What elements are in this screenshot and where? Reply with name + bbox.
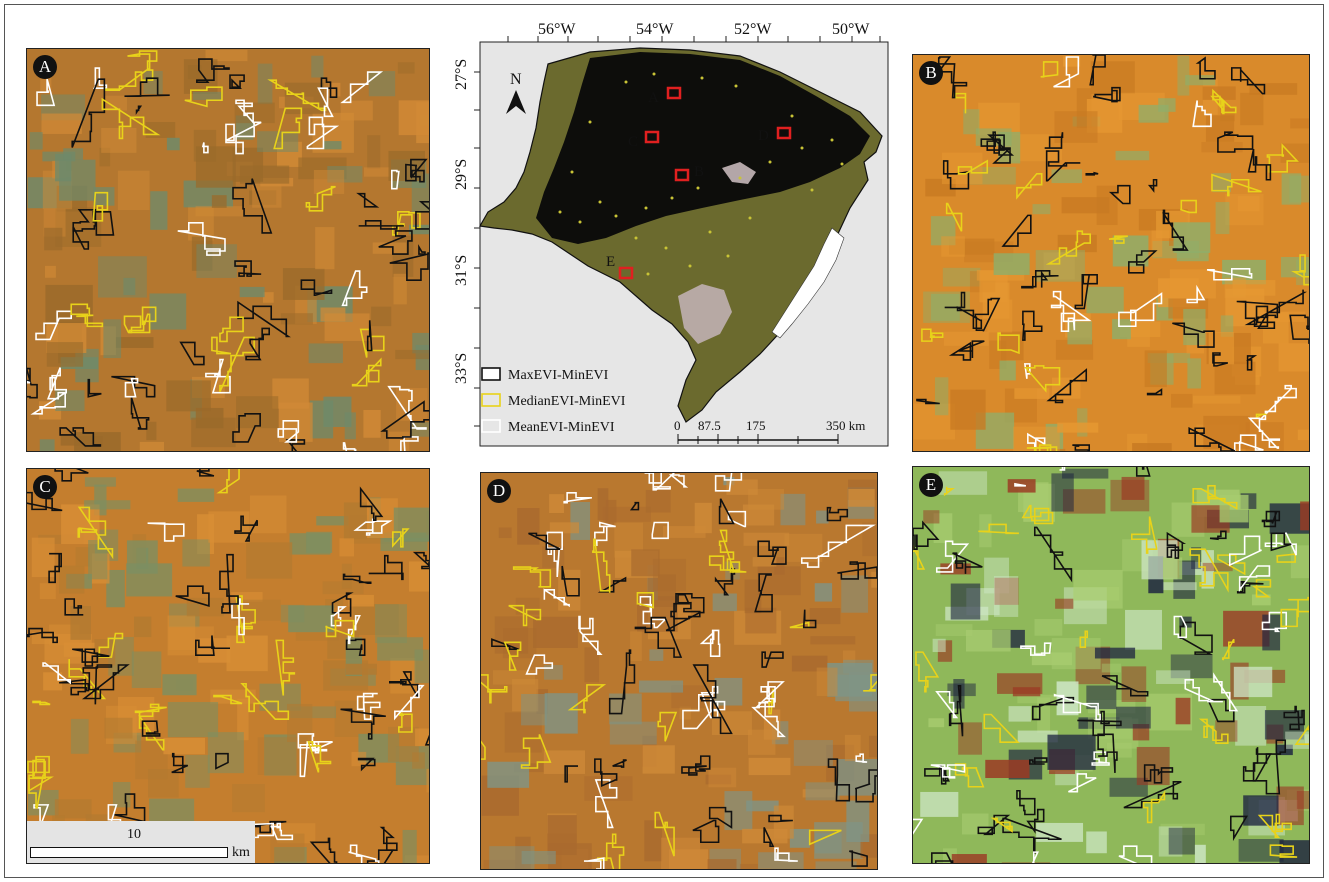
scale-bar-line — [30, 847, 228, 858]
state-pale-zone — [678, 284, 732, 344]
legend-label-max: MaxEVI-MinEVI — [508, 368, 609, 383]
inset-texture — [27, 49, 429, 451]
state-speckles — [558, 72, 844, 276]
legend-label-mean: MeanEVI-MinEVI — [508, 420, 615, 435]
lon-label-52w: 52°W — [734, 21, 772, 38]
map-scale-bar: 0 87.5 175 350 km — [674, 418, 865, 444]
inset-panel-d: D — [480, 472, 878, 870]
lon-label-56w: 56°W — [538, 21, 576, 38]
lon-label-54w: 54°W — [636, 21, 674, 38]
lat-ticks — [474, 71, 480, 427]
site-box-a — [666, 86, 682, 100]
inset-texture — [28, 477, 429, 863]
scale-tick-87: 87.5 — [698, 418, 721, 433]
legend-swatch-mean — [481, 419, 501, 433]
scale-bar-unit: km — [232, 845, 250, 860]
inset-panel-a: A — [26, 48, 430, 452]
lon-ticks — [507, 36, 881, 42]
scale-tick-175: 175 — [746, 418, 766, 433]
lat-label-33s: 33°S — [453, 353, 470, 384]
site-box-d — [776, 126, 792, 140]
panel-label-d: D — [487, 479, 511, 503]
site-markers: A B C D E — [606, 86, 792, 280]
north-label: N — [510, 71, 522, 88]
legend-swatch-max — [481, 367, 501, 381]
lat-label-31s: 31°S — [453, 255, 470, 286]
inset-panel-e: E — [912, 466, 1310, 864]
inset-texture — [481, 477, 877, 869]
legend: MaxEVI-MinEVI MedianEVI-MinEVI MeanEVI-M… — [481, 367, 626, 435]
scale-bar-value: 10 — [127, 827, 141, 842]
inset-panel-b: B — [912, 54, 1310, 452]
panel-label-b: B — [919, 61, 943, 85]
inset-map-b — [913, 55, 1309, 451]
scale-tick-0: 0 — [674, 418, 681, 433]
boundary-outlines — [27, 50, 429, 451]
boundary-outlines — [481, 473, 877, 869]
inset-map-e — [913, 467, 1309, 863]
lagoon — [771, 227, 845, 339]
site-label-a: A — [648, 90, 659, 106]
lon-label-50w: 50°W — [832, 21, 870, 38]
state-northern-zone — [536, 52, 870, 244]
overview-map: 56°W 54°W 52°W 50°W 27°S 29°S 31°S 33°S — [440, 12, 902, 458]
inset-map-d — [481, 473, 877, 869]
site-label-c: C — [628, 134, 638, 150]
site-box-e — [618, 266, 634, 280]
inset-map-a — [27, 49, 429, 451]
panel-label-e: E — [919, 473, 943, 497]
site-label-e: E — [606, 254, 615, 270]
legend-swatch-median — [481, 393, 501, 407]
lat-label-27s: 27°S — [453, 59, 470, 90]
panel-label-a: A — [33, 55, 57, 79]
inset-texture — [920, 468, 1309, 863]
site-box-b — [674, 168, 690, 182]
overview-map-svg: 56°W 54°W 52°W 50°W 27°S 29°S 31°S 33°S — [453, 21, 889, 447]
boundary-outlines — [916, 55, 1309, 451]
panel-label-c: C — [33, 475, 57, 499]
north-arrow: N — [506, 71, 526, 114]
site-box-c — [644, 130, 660, 144]
inset-panel-c: C 10 km — [26, 468, 430, 864]
boundary-outlines — [27, 469, 429, 863]
inset-map-c — [27, 469, 429, 863]
lat-label-29s: 29°S — [453, 159, 470, 190]
boundary-outlines — [913, 467, 1309, 863]
site-label-b: B — [694, 164, 704, 180]
legend-label-median: MedianEVI-MinEVI — [508, 394, 626, 409]
site-label-d: D — [758, 128, 769, 144]
scale-tick-350: 350 km — [826, 418, 865, 433]
inset-scale-bar: 10 km — [27, 821, 255, 863]
state-pale-zone-2 — [722, 162, 756, 184]
